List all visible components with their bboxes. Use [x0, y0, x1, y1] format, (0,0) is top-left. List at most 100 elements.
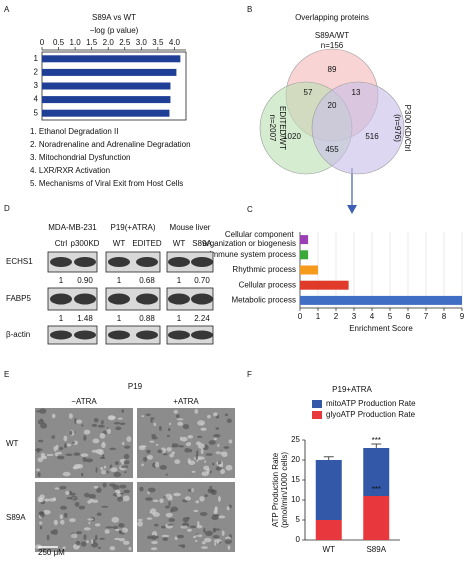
cell — [83, 429, 91, 435]
arrow-head — [347, 205, 357, 214]
cell — [126, 436, 132, 442]
cell — [225, 464, 233, 471]
cell — [147, 535, 154, 540]
blot-quant: 0.90 — [77, 276, 93, 285]
cell — [146, 449, 151, 454]
cell — [139, 486, 144, 492]
blot-band — [168, 330, 190, 340]
cell — [141, 463, 144, 467]
cell — [168, 518, 176, 522]
y-axis-label: ATP Production Rate — [271, 452, 280, 527]
x-tick-label: 1.0 — [70, 38, 82, 47]
y-tick-label: 10 — [291, 495, 300, 504]
cell — [213, 433, 221, 438]
cell — [197, 420, 206, 426]
label-line: organization or biogenesis — [203, 239, 296, 248]
bar — [300, 265, 318, 275]
cell — [174, 459, 181, 465]
cell — [123, 460, 130, 465]
cell — [226, 506, 230, 511]
cell — [92, 438, 100, 444]
micrograph-title: P19 — [128, 382, 143, 391]
cell — [106, 428, 111, 435]
legend-label: mitoATP Production Rate — [326, 399, 416, 408]
blot-band — [74, 293, 96, 305]
y-tick-label: 5 — [34, 108, 39, 117]
cell — [189, 448, 193, 453]
x-tick-label: S89A — [366, 545, 386, 554]
blot-band — [74, 330, 96, 340]
venn-region-count: 13 — [352, 88, 361, 97]
x-axis-label: −log (p value) — [90, 26, 139, 35]
cell — [117, 496, 124, 502]
x-tick-label: 6 — [406, 312, 411, 321]
cell — [119, 492, 124, 495]
cell — [195, 454, 199, 460]
cell — [208, 440, 216, 445]
cell — [121, 409, 125, 413]
cell — [35, 448, 43, 452]
venn-region-count: 516 — [365, 132, 379, 141]
blot-band — [136, 330, 158, 340]
cell — [38, 511, 45, 514]
cell — [209, 485, 213, 489]
cell — [119, 422, 126, 426]
significance: *** — [372, 436, 381, 445]
cell — [200, 427, 207, 431]
cell — [59, 485, 67, 490]
cell — [203, 527, 206, 533]
scale-bar-label: 250 μM — [38, 548, 65, 557]
cell — [154, 461, 159, 468]
cell — [177, 544, 185, 547]
cell — [123, 489, 131, 494]
cell — [139, 445, 147, 448]
blot-band — [50, 257, 72, 267]
y-tick-label: 1 — [34, 54, 39, 63]
cell — [175, 414, 180, 418]
cell — [151, 534, 157, 541]
cell — [173, 492, 181, 497]
cell — [39, 408, 47, 414]
cell — [85, 458, 94, 463]
blot-membrane — [47, 251, 98, 273]
pathway-item: 5. Mechanisms of Viral Exit from Host Ce… — [30, 179, 183, 188]
cell — [150, 417, 155, 420]
cell — [169, 453, 174, 458]
cell — [180, 436, 188, 442]
pathway-item: 3. Mitochondrial Dysfunction — [30, 153, 131, 162]
cell — [162, 537, 169, 542]
cell — [78, 505, 86, 510]
panel-label: F — [247, 370, 252, 379]
x-tick-label: 7 — [424, 312, 429, 321]
cell — [118, 529, 121, 534]
cell — [59, 446, 64, 451]
cell — [104, 529, 110, 534]
cell — [193, 509, 199, 512]
blot-band — [168, 257, 190, 267]
blot-band — [191, 257, 213, 267]
cell — [166, 434, 170, 437]
cell — [145, 413, 151, 416]
cell — [52, 529, 58, 536]
cell — [36, 468, 40, 472]
cell — [122, 540, 130, 545]
cell — [121, 442, 125, 445]
cell — [113, 472, 122, 478]
cell — [102, 482, 107, 488]
cell — [109, 467, 118, 472]
cell — [227, 545, 231, 550]
cell — [101, 419, 104, 425]
blot-membrane — [47, 325, 98, 345]
cell — [93, 418, 99, 423]
x-tick-label: 2.5 — [119, 38, 131, 47]
blot-lane: WT — [173, 239, 186, 248]
cell — [92, 539, 96, 543]
cell — [197, 443, 205, 449]
cell — [92, 499, 99, 504]
cell — [215, 466, 222, 471]
bar — [42, 68, 177, 76]
blot-band — [136, 293, 158, 305]
cell — [83, 534, 87, 540]
cell — [76, 419, 83, 424]
blot-membrane — [105, 325, 161, 345]
